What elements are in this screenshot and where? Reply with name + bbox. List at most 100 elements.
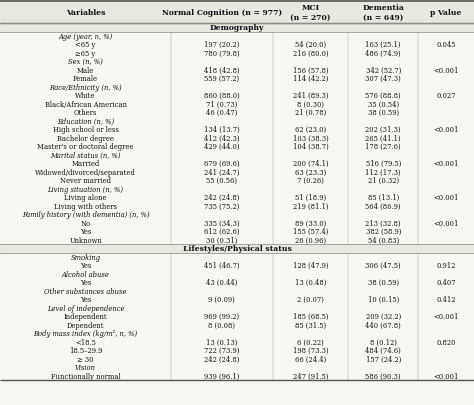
- Text: Male: Male: [77, 66, 94, 75]
- Text: 860 (88.0): 860 (88.0): [204, 92, 239, 100]
- Text: 178 (27.6): 178 (27.6): [365, 143, 401, 151]
- Text: Age (year, n, %): Age (year, n, %): [58, 33, 113, 40]
- Text: 185 (68.5): 185 (68.5): [293, 313, 328, 320]
- Text: Bachelor degree: Bachelor degree: [57, 134, 114, 143]
- Text: 89 (33.0): 89 (33.0): [295, 219, 326, 227]
- Text: 13 (0.48): 13 (0.48): [295, 279, 326, 287]
- Text: 103 (38.3): 103 (38.3): [292, 134, 328, 143]
- Text: Yes: Yes: [80, 262, 91, 270]
- Text: 156 (57.8): 156 (57.8): [293, 66, 328, 75]
- Text: 412 (42.3): 412 (42.3): [204, 134, 239, 143]
- Text: 564 (86.9): 564 (86.9): [365, 202, 401, 210]
- Text: ≥ 30: ≥ 30: [77, 355, 94, 363]
- Text: 54 (0.83): 54 (0.83): [368, 236, 399, 244]
- Text: 735 (75.2): 735 (75.2): [204, 202, 239, 210]
- Text: Sex (n, %): Sex (n, %): [68, 58, 103, 66]
- Text: 62 (23.0): 62 (23.0): [295, 126, 326, 134]
- Text: 8 (0.08): 8 (0.08): [208, 321, 235, 329]
- Text: 85 (13.1): 85 (13.1): [368, 194, 399, 202]
- Text: 969 (99.2): 969 (99.2): [204, 313, 239, 320]
- Text: 21 (0.32): 21 (0.32): [368, 177, 399, 185]
- Text: 242 (24.8): 242 (24.8): [204, 355, 239, 363]
- Text: No: No: [81, 219, 91, 227]
- Text: Unknown: Unknown: [69, 236, 102, 244]
- Text: 265 (41.1): 265 (41.1): [365, 134, 401, 143]
- Text: 219 (81.1): 219 (81.1): [293, 202, 328, 210]
- Text: 209 (32.2): 209 (32.2): [365, 313, 401, 320]
- Text: 104 (38.7): 104 (38.7): [292, 143, 328, 151]
- Text: 30 (0.31): 30 (0.31): [206, 236, 237, 244]
- Text: 35 (0.54): 35 (0.54): [368, 100, 399, 109]
- Text: 939 (96.1): 939 (96.1): [204, 372, 239, 380]
- Text: 0.412: 0.412: [436, 296, 456, 303]
- Text: Yes: Yes: [80, 296, 91, 303]
- Text: 722 (73.9): 722 (73.9): [204, 346, 239, 354]
- Text: 8 (0.12): 8 (0.12): [370, 338, 397, 346]
- Text: Independent: Independent: [64, 313, 108, 320]
- Text: 13 (0.13): 13 (0.13): [206, 338, 237, 346]
- Text: 586 (90.3): 586 (90.3): [365, 372, 401, 380]
- Text: Living situation (n, %): Living situation (n, %): [47, 185, 124, 193]
- Text: 484 (74.6): 484 (74.6): [365, 346, 401, 354]
- Text: 63 (23.3): 63 (23.3): [295, 168, 326, 176]
- Text: 43 (0.44): 43 (0.44): [206, 279, 237, 287]
- Text: 440 (67.8): 440 (67.8): [365, 321, 401, 329]
- Text: Alcohol abuse: Alcohol abuse: [62, 270, 109, 278]
- Text: Other substances abuse: Other substances abuse: [44, 287, 127, 295]
- Text: 780 (79.8): 780 (79.8): [204, 50, 239, 58]
- Text: Yes: Yes: [80, 279, 91, 287]
- Text: 216 (80.0): 216 (80.0): [292, 50, 328, 58]
- Text: <0.001: <0.001: [433, 372, 459, 380]
- Text: 576 (88.8): 576 (88.8): [365, 92, 401, 100]
- Text: 10 (0.15): 10 (0.15): [368, 296, 399, 303]
- Text: 55 (0.56): 55 (0.56): [206, 177, 237, 185]
- Text: 198 (73.3): 198 (73.3): [292, 346, 328, 354]
- Text: 51 (18.9): 51 (18.9): [295, 194, 326, 202]
- Text: 18.5–29.9: 18.5–29.9: [69, 346, 102, 354]
- Text: <0.001: <0.001: [433, 126, 459, 134]
- Text: Education (n, %): Education (n, %): [57, 117, 114, 126]
- Text: 66 (24.4): 66 (24.4): [295, 355, 326, 363]
- Text: 342 (52.7): 342 (52.7): [365, 66, 401, 75]
- Text: 114 (42.2): 114 (42.2): [293, 75, 328, 83]
- Text: 155 (57.4): 155 (57.4): [293, 228, 328, 236]
- Text: Living alone: Living alone: [64, 194, 107, 202]
- Text: 202 (31.3): 202 (31.3): [365, 126, 401, 134]
- Text: 128 (47.9): 128 (47.9): [293, 262, 328, 270]
- Text: 241 (24.7): 241 (24.7): [204, 168, 239, 176]
- Text: Female: Female: [73, 75, 98, 83]
- Text: Widowed/divorced/separated: Widowed/divorced/separated: [35, 168, 136, 176]
- Text: 38 (0.59): 38 (0.59): [368, 109, 399, 117]
- Text: 451 (46.7): 451 (46.7): [204, 262, 239, 270]
- Text: 7 (0.26): 7 (0.26): [297, 177, 324, 185]
- Text: Married: Married: [72, 160, 100, 168]
- Bar: [0, 2, 474, 24]
- Text: 612 (62.6): 612 (62.6): [204, 228, 239, 236]
- Text: 0.407: 0.407: [436, 279, 456, 287]
- Text: Never married: Never married: [60, 177, 111, 185]
- Text: 2 (0.07): 2 (0.07): [297, 296, 324, 303]
- Text: 163 (25.1): 163 (25.1): [365, 41, 401, 49]
- Text: Dementia
(n = 649): Dementia (n = 649): [362, 4, 404, 22]
- Text: 21 (0.78): 21 (0.78): [295, 109, 326, 117]
- Text: 8 (0.30): 8 (0.30): [297, 100, 324, 109]
- Text: 0.912: 0.912: [437, 262, 456, 270]
- Bar: [0, 244, 474, 253]
- Text: 9 (0.09): 9 (0.09): [208, 296, 235, 303]
- Text: <0.001: <0.001: [433, 160, 459, 168]
- Text: 382 (58.9): 382 (58.9): [365, 228, 401, 236]
- Text: MCI
(n = 270): MCI (n = 270): [290, 4, 331, 22]
- Text: 429 (44.0): 429 (44.0): [204, 143, 239, 151]
- Text: 242 (24.8): 242 (24.8): [204, 194, 239, 202]
- Text: 418 (42.8): 418 (42.8): [204, 66, 239, 75]
- Text: <65 y: <65 y: [75, 41, 96, 49]
- Text: 307 (47.3): 307 (47.3): [365, 75, 401, 83]
- Text: Lifestyles/Physical status: Lifestyles/Physical status: [182, 245, 292, 253]
- Text: <0.001: <0.001: [433, 313, 459, 320]
- Text: 247 (91.5): 247 (91.5): [293, 372, 328, 380]
- Text: 112 (17.3): 112 (17.3): [365, 168, 401, 176]
- Text: 516 (79.5): 516 (79.5): [365, 160, 401, 168]
- Text: 134 (13.7): 134 (13.7): [204, 126, 239, 134]
- Text: Functionally normal: Functionally normal: [51, 372, 120, 380]
- Text: <0.001: <0.001: [433, 219, 459, 227]
